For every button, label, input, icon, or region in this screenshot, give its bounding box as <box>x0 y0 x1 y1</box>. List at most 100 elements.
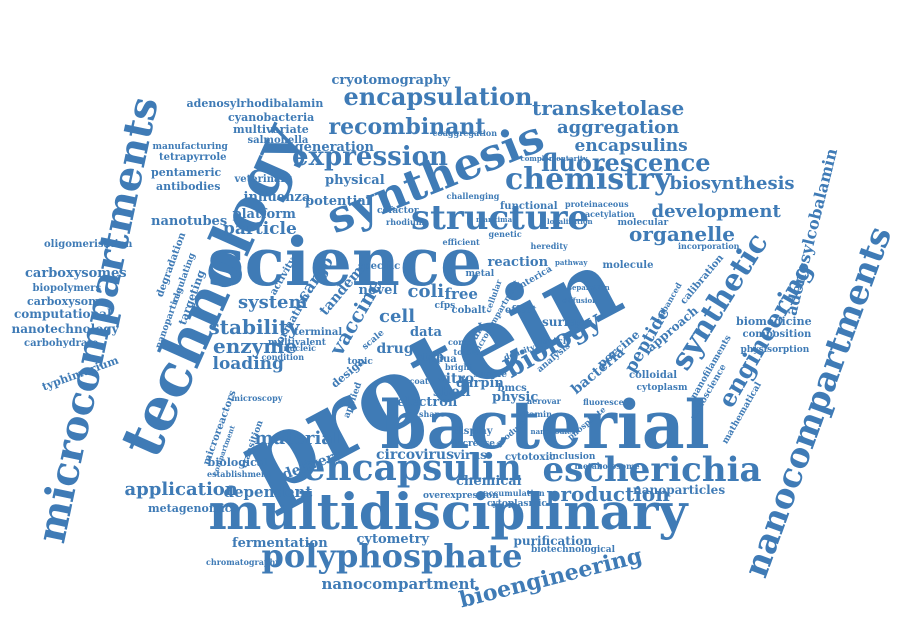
cloud-word-nanotubes: nanotubes <box>151 213 228 229</box>
cloud-word-maritima: maritima <box>476 214 513 224</box>
cloud-word-material: material <box>254 428 340 449</box>
cloud-word-enzyme: enzyme <box>213 334 298 358</box>
cloud-word-challenging: challenging <box>446 191 500 201</box>
cloud-word-bmcs: bmcs <box>497 383 527 394</box>
cloud-word-metal: metal <box>465 268 495 279</box>
cloud-word-development: development <box>651 201 781 222</box>
cloud-word-total: total <box>453 347 475 357</box>
cloud-word-step: step <box>416 350 445 364</box>
cloud-word-encapsulins: encapsulins <box>574 135 688 156</box>
cloud-word-cofactor: cofactor <box>377 205 419 216</box>
cloud-word-loading: loading <box>212 353 284 374</box>
cloud-word-metagenomics: metagenomics <box>148 501 238 515</box>
cloud-word-polyphosphate: polyphosphate <box>261 537 523 575</box>
cloud-word-adenosylrhodibalamin: adenosylrhodibalamin <box>186 96 324 110</box>
cloud-word-molecule: molecule <box>602 260 654 271</box>
cloud-word-application: application <box>124 479 238 500</box>
cloud-word-localization: localization <box>547 216 593 226</box>
cloud-word-batch: batch <box>541 336 570 347</box>
cloud-word-manufacturing: manufacturing <box>152 141 228 152</box>
cloud-word-separation: separation <box>568 282 610 292</box>
cloud-word-coli: coli <box>407 281 445 302</box>
cloud-word-tetrapyrrole: tetrapyrrole <box>159 152 227 163</box>
cloud-word-physical: physical <box>325 172 385 188</box>
cloud-word-veterinary: veterinary <box>234 174 292 185</box>
cloud-word-biotechnological: biotechnological <box>531 544 616 555</box>
cloud-word-fermentation: fermentation <box>232 535 328 551</box>
cloud-word-effect: effect <box>505 305 537 316</box>
cloud-word-heredity: heredity <box>530 241 568 251</box>
cloud-word-cyanobacteria: cyanobacteria <box>228 110 315 124</box>
cloud-word-diffusion: diffusion <box>562 295 598 305</box>
cloud-word-science: science <box>207 223 483 301</box>
cloud-word-cytometry: cytometry <box>356 531 430 547</box>
cloud-word-salmonella: salmonella <box>247 135 309 146</box>
cloud-word-pathway: pathway <box>555 257 588 267</box>
cloud-word-multivalent: multivalent <box>268 337 326 348</box>
cloud-word-influenza: influenza <box>243 189 311 205</box>
cloud-word-pdua: pdua <box>429 354 457 365</box>
cloud-word-rhodium: rhodium <box>386 217 425 227</box>
cloud-word-accumulation: accumulation <box>483 488 545 498</box>
cloud-word-composition: composition <box>742 329 812 340</box>
cloud-word-colloidal: colloidal <box>629 370 678 381</box>
cloud-word-functional: functional <box>500 201 558 212</box>
cloud-word-inclusion: inclusion <box>549 451 596 462</box>
cloud-word-proteinaceous: proteinaceous <box>565 199 629 209</box>
cloud-word-platform: platform <box>232 206 296 222</box>
cloud-word-specific: specific <box>358 261 401 272</box>
cloud-word-novel: novel <box>358 282 398 298</box>
cloud-word-surface: surface <box>542 315 592 329</box>
cloud-word-biopolymers: biopolymers <box>32 283 102 294</box>
cloud-word-fluorescent: fluorescent <box>583 397 634 407</box>
cloud-word-metabolosome: metabolosome <box>574 461 640 471</box>
cloud-word-potential: potential <box>305 193 371 209</box>
cloud-word-computational: computational <box>14 307 112 321</box>
cloud-word-carboxysomes: carboxysomes <box>25 265 127 281</box>
cloud-word-nanoparticles: nanoparticles <box>633 483 726 497</box>
cloud-word-electron: electron <box>397 394 458 410</box>
cloud-word-coat: coat <box>409 376 429 386</box>
cloud-word-overexpression: overexpression <box>423 490 499 501</box>
cloud-word-cryotomography: cryotomography <box>331 72 451 88</box>
cloud-word-shape: shape <box>419 409 446 419</box>
cloud-word-efficient: efficient <box>442 237 480 247</box>
cloud-word-drug: drug <box>376 341 414 357</box>
cloud-word-biomedicine: biomedicine <box>736 314 812 328</box>
cloud-word-acetylation: acetylation <box>585 209 635 219</box>
cloud-word-darpin: darpin <box>456 375 504 391</box>
cloud-word-system: system <box>238 292 308 313</box>
cloud-word-biosynthesis: biosynthesis <box>669 173 795 194</box>
cloud-word-carboxysome: carboxysome <box>27 294 107 308</box>
cloud-word-aerovar: aerovar <box>527 396 561 406</box>
cloud-word-fluorescence: fluorescence <box>541 148 711 177</box>
cloud-word-physisorption: physisorption <box>740 344 810 355</box>
cloud-word-data: data <box>410 324 442 340</box>
cloud-word-free: free <box>444 284 478 303</box>
cloud-word-condition: condition <box>261 352 305 362</box>
cloud-word-antibodies: antibodies <box>156 179 221 193</box>
cloud-word-display: display <box>453 426 493 437</box>
cloud-word-nucleic: nucleic <box>283 343 317 353</box>
cloud-word-genetic: genetic <box>488 229 522 239</box>
cloud-word-carbohydrate: carbohydrate <box>24 338 99 349</box>
cloud-word-encapsulation: encapsulation <box>343 82 533 111</box>
cloud-word-coaggregation: coaggregation <box>432 128 498 138</box>
cloud-word-vitamin: vitamin <box>518 409 552 419</box>
cloud-word-topic: topic <box>347 356 373 367</box>
cloud-word-production: production <box>546 482 670 506</box>
cloud-word-bacterial: bacterial <box>380 386 710 464</box>
cloud-word-multivariate: multivariate <box>233 122 309 136</box>
cloud-word-oligomerisation: oligomerisation <box>44 239 133 250</box>
cloud-word-biological: biological <box>207 455 269 469</box>
cloud-word-circovirus: circovirus <box>376 447 454 463</box>
cloud-word-generation: generation <box>294 139 374 155</box>
cloud-word-transketolase: transketolase <box>532 96 685 120</box>
cloud-word-cell: cell <box>379 306 416 327</box>
cloud-word-simple: simple <box>473 369 507 380</box>
cloud-word-nanotechnology: nanotechnology <box>11 322 119 336</box>
cloud-word-increase: increase <box>452 438 496 449</box>
cloud-word-complementarity: complementarity <box>520 153 588 163</box>
cloud-word-structure: structure <box>411 198 590 238</box>
